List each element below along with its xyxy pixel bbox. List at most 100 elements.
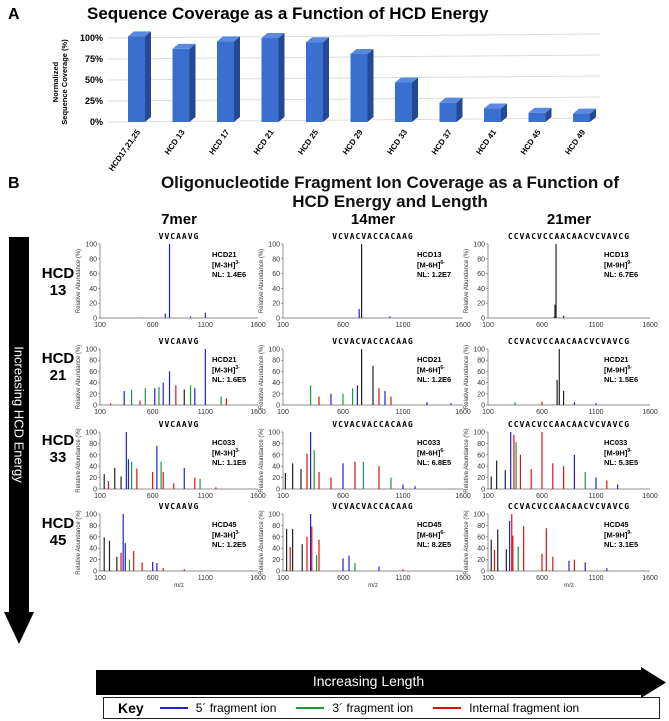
y-tick-label: 100 bbox=[473, 512, 485, 519]
y-tick-label: 60 bbox=[477, 534, 485, 541]
column-header-7mer: 7mer bbox=[161, 211, 197, 228]
bar-side bbox=[412, 77, 418, 122]
bar-top bbox=[128, 31, 151, 37]
y-tick-label: 0 bbox=[481, 316, 485, 323]
spectrum-panel-r0-c2: 0 20 40 60 80 100 100 600 1100 1600 Relative Abund… bbox=[464, 242, 658, 330]
row-label-line1: HCD bbox=[41, 350, 75, 367]
hcd-label: HCD21 bbox=[604, 355, 629, 364]
y-tick-label: 0 bbox=[93, 487, 97, 494]
y-tick-label: 60 bbox=[89, 534, 97, 541]
y-tick-label: 40 bbox=[477, 286, 485, 293]
spectrum-panel-r2-c2: 0 20 40 60 80 100 100 600 1100 1600 Relative Abund… bbox=[464, 428, 658, 500]
spectrum-info: HCD45 [M-3H]3- NL: 1.2E5 bbox=[212, 520, 246, 549]
y-tick-label: 60 bbox=[272, 369, 280, 376]
bar-side bbox=[323, 37, 329, 123]
increasing-hcd-energy-arrow: Increasing HCD Energy bbox=[4, 237, 34, 644]
y-axis-label: Relative Abundance (%) bbox=[76, 510, 82, 574]
x-tick-label: 600 bbox=[337, 493, 349, 500]
nl-label: NL: 1.5E6 bbox=[604, 374, 639, 384]
bar-top bbox=[306, 37, 329, 43]
panel-b-title-line2: HCD Energy and Length bbox=[292, 192, 488, 211]
x-tick-label: 100 bbox=[277, 322, 289, 329]
bar bbox=[484, 108, 501, 122]
ion-label: [M-6H]6- bbox=[417, 448, 445, 458]
hcd-label: HCD21 bbox=[417, 355, 442, 364]
bar-side bbox=[278, 33, 285, 122]
y-tick-label: 80 bbox=[89, 441, 97, 448]
y-tick-label: 100 bbox=[85, 430, 97, 437]
column-header-21mer: 21mer bbox=[546, 211, 592, 228]
bar-side bbox=[145, 31, 151, 122]
y-tick-label: 75% bbox=[85, 54, 103, 64]
increasing-length-arrow: Increasing Length bbox=[96, 667, 666, 698]
y-tick-label: 40 bbox=[477, 546, 485, 553]
coverage-bar-chart: Sequence Coverage as a Function of HCD E… bbox=[51, 4, 601, 172]
x-tick-label: 1600 bbox=[250, 493, 266, 500]
x-tick-label: 100 bbox=[94, 493, 106, 500]
ion-label: [M-3H]3- bbox=[212, 260, 240, 270]
y-tick-label: 80 bbox=[477, 256, 485, 263]
bar-side bbox=[545, 107, 552, 122]
legend-label: Internal fragment ion bbox=[469, 701, 580, 715]
x-tick-label: 600 bbox=[147, 409, 159, 416]
y-tick-label: 100 bbox=[268, 242, 280, 249]
y-tick-label: 40 bbox=[272, 286, 280, 293]
spectrum-info: HCD13 [M-9H]9- NL: 6.7E6 bbox=[604, 250, 638, 279]
x-axis-label: m/z bbox=[368, 583, 378, 589]
legend-item-5prime: 5´ fragment ion bbox=[159, 701, 276, 715]
nl-label: NL: 1.1E5 bbox=[212, 457, 247, 467]
y-tick-label: 80 bbox=[89, 256, 97, 263]
spectrum-info: HCD13 [M-6H]6- NL: 1.2E7 bbox=[417, 250, 451, 279]
x-tick-label: 1100 bbox=[588, 575, 603, 582]
y-tick-label: 40 bbox=[272, 464, 280, 471]
y-tick-label: 20 bbox=[89, 301, 97, 308]
row-label-hcd-33: HCD 33 bbox=[36, 432, 80, 466]
y-axis-label: Relative Abundance (%) bbox=[259, 428, 265, 492]
y-tick-label: 80 bbox=[89, 523, 97, 530]
gridline bbox=[107, 33, 601, 39]
y-tick-label: 40 bbox=[89, 380, 97, 387]
y-tick-label: 60 bbox=[272, 452, 280, 459]
y-axis-label: Relative Abundance (%) bbox=[259, 249, 265, 313]
x-tick-label: 1600 bbox=[250, 322, 266, 329]
bar-side bbox=[501, 103, 507, 122]
y-tick-label: 80 bbox=[272, 523, 280, 530]
y-tick-label: 60 bbox=[477, 452, 485, 459]
bar-side bbox=[234, 36, 240, 122]
ion-label: [M-6H]6- bbox=[417, 365, 445, 375]
hcd-label: HCD21 bbox=[212, 355, 237, 364]
y-tick-label: 80 bbox=[272, 441, 280, 448]
sequence-label: VCVACVACCACAAG bbox=[332, 337, 414, 346]
spectrum-info: HC033 [M-6H]6- NL: 6.8E5 bbox=[417, 438, 451, 467]
row-label-line2: 45 bbox=[49, 532, 67, 549]
bar-top bbox=[261, 33, 285, 38]
y-tick-label: 20 bbox=[89, 475, 97, 482]
nl-label: NL: 6.8E5 bbox=[417, 457, 452, 467]
panel-b-letter: B bbox=[8, 175, 20, 192]
y-axis-label: Relative Abundance (%) bbox=[464, 510, 470, 574]
legend-swatch-red bbox=[433, 707, 462, 709]
y-tick-label: 80 bbox=[477, 358, 485, 365]
x-tick-label: 100 bbox=[277, 409, 289, 416]
y-tick-label: 60 bbox=[477, 369, 485, 376]
y-tick-label: 20 bbox=[477, 475, 485, 482]
bar-side bbox=[367, 48, 374, 122]
sequence-label: VVCAAVG bbox=[158, 420, 200, 429]
y-tick-label: 0 bbox=[93, 403, 97, 410]
spectrum-info: HC033 [M-3H]3- NL: 1.1E5 bbox=[212, 438, 246, 467]
panel-a-letter: A bbox=[8, 6, 20, 23]
x-tick-label: 1100 bbox=[198, 575, 213, 582]
legend-label: 3´ fragment ion bbox=[332, 701, 414, 715]
x-tick-label: 1100 bbox=[395, 409, 410, 416]
bar-side bbox=[189, 43, 196, 122]
bar bbox=[217, 41, 234, 122]
sequence-label: CCVACVCCAACAACVCVAVCG bbox=[507, 502, 631, 511]
x-tick-label: 1600 bbox=[250, 575, 266, 582]
y-tick-label: 50% bbox=[85, 75, 103, 85]
spectrum-info: HCD45 [M-6H]6- NL: 8.2E5 bbox=[417, 520, 451, 549]
ion-label: [M-3H]3- bbox=[212, 365, 240, 375]
